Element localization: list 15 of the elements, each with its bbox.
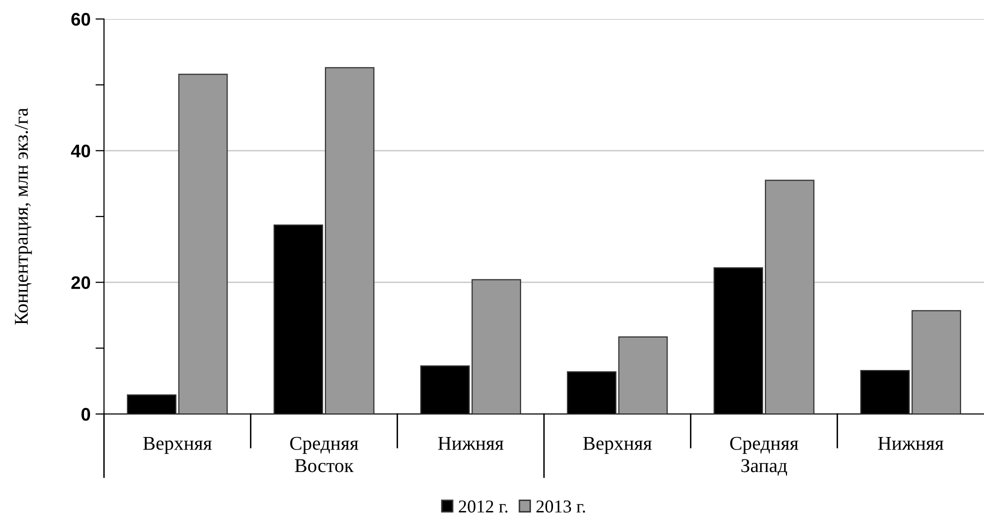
text: Запад [741,459,788,476]
x-tick-label: Верхняя [143,436,212,454]
y-tick-label: 0 [81,408,90,421]
y-tick-label: 60 [71,12,90,26]
y-axis-title: Концентрация, млн экз./га [14,108,32,325]
x-tick-label: Средняя [730,436,798,454]
x-tick-label: Нижняя [878,436,944,450]
y-tick-label: 20 [71,276,90,290]
x-tick-label: Нижняя [438,436,504,450]
text: Восток [294,459,354,472]
legend-label: 2012 г. [458,500,508,513]
x-tick-label: Средняя [290,436,358,454]
legend-label: 2013 г. [536,500,585,513]
y-tick-label: 40 [71,144,90,158]
x-tick-label: Верхняя [583,436,652,454]
